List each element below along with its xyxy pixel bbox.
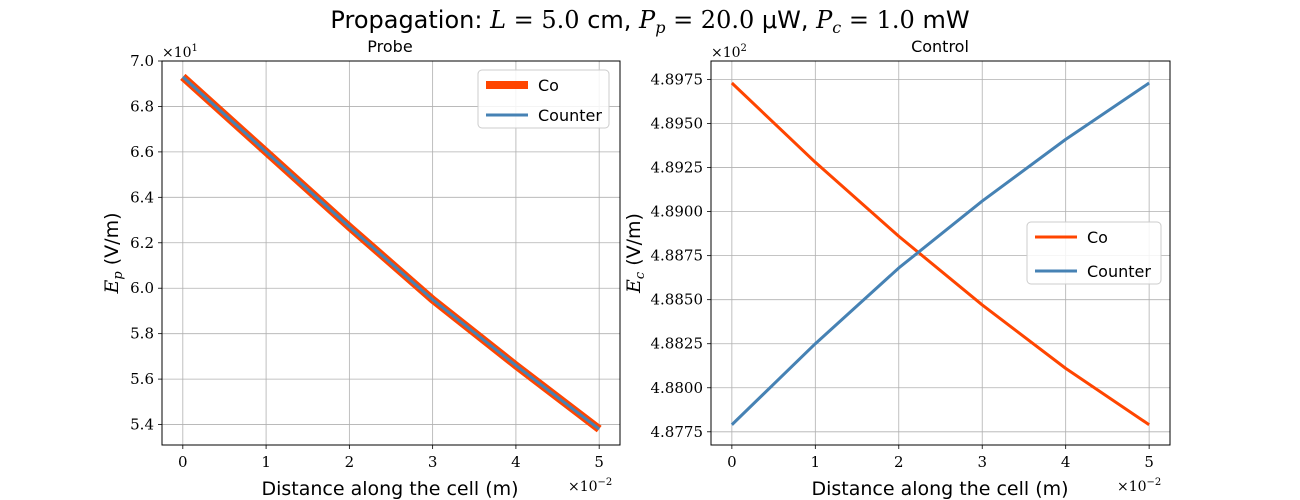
control-x-tick-label: 2 — [894, 453, 904, 471]
probe-x-tick-label: 0 — [178, 453, 188, 471]
probe-x-multiplier-base: ×10 — [568, 479, 598, 495]
control-y-axis-label: Ec (V/m) — [623, 213, 648, 294]
suptitle-Pc-unit: mW — [915, 6, 970, 34]
control-y-tick-label: 4.8875 — [651, 247, 704, 265]
control-x-tick-label: 5 — [1144, 453, 1154, 471]
control-y-tick-label: 4.8775 — [651, 423, 704, 441]
probe-y-tick-label: 6.6 — [130, 143, 154, 161]
control-title: Control — [911, 37, 969, 56]
control-y-tick-label: 4.8850 — [651, 291, 704, 309]
control-panel: Control ×102 ×10−2 Distance along the ce… — [623, 37, 1171, 500]
control-y-multiplier-base: ×10 — [711, 45, 741, 61]
control-y-multiplier-exp: 2 — [741, 43, 747, 54]
probe-y-tick-label: 5.4 — [130, 416, 154, 434]
control-series-counter-line — [730, 81, 1150, 426]
control-ylabel-symbol: E — [623, 279, 645, 294]
control-y-tick-label: 4.8925 — [651, 159, 704, 177]
control-y-tick-label: 4.8900 — [651, 203, 704, 221]
control-legend-co-label: Co — [1087, 228, 1108, 247]
control-series-co-line — [730, 81, 1150, 426]
probe-legend: Co Counter — [477, 69, 610, 129]
suptitle-Pp-unit: μW, — [754, 6, 816, 34]
probe-y-tick-label: 6.8 — [130, 97, 154, 115]
control-legend-counter-label: Counter — [1087, 262, 1151, 281]
probe-x-tick-label: 5 — [594, 453, 604, 471]
suptitle-Pp-sub: p — [655, 18, 665, 37]
suptitle-L-unit: cm, — [580, 6, 639, 34]
control-x-axis-label: Distance along the cell (m) — [811, 478, 1068, 500]
suptitle-Pp-value: = 20.0 — [665, 6, 754, 34]
control-x-multiplier-exp: −2 — [1147, 477, 1162, 488]
probe-x-tick-label: 3 — [428, 453, 438, 471]
probe-x-tick-label: 2 — [345, 453, 355, 471]
control-x-tick-label: 3 — [977, 453, 987, 471]
control-y-tick-label: 4.8950 — [651, 115, 704, 133]
control-x-tick-label: 0 — [727, 453, 737, 471]
control-y-tick-label: 4.8800 — [651, 379, 704, 397]
control-ylabel-sub: c — [633, 271, 648, 279]
suptitle-Pp-symbol: P — [638, 6, 656, 34]
probe-y-multiplier-base: ×10 — [162, 45, 192, 61]
probe-x-axis-label: Distance along the cell (m) — [261, 478, 518, 500]
probe-x-multiplier: ×10−2 — [568, 477, 612, 495]
probe-y-tick-label: 5.6 — [130, 370, 154, 388]
probe-legend-counter-label: Counter — [538, 106, 602, 125]
probe-series-counter-line — [181, 75, 601, 431]
control-x-multiplier: ×10−2 — [1117, 477, 1161, 495]
probe-axes-frame — [161, 60, 621, 446]
control-x-tick-label: 1 — [811, 453, 821, 471]
suptitle-Pc-value: = 1.0 — [841, 6, 915, 34]
probe-title: Probe — [367, 37, 412, 56]
probe-y-tick-label: 7.0 — [130, 52, 154, 70]
probe-y-tick-label: 6.2 — [130, 234, 154, 252]
control-legend: Co Counter — [1026, 221, 1162, 285]
probe-series-co-line — [180, 73, 602, 433]
probe-x-tick-label: 1 — [261, 453, 271, 471]
probe-y-multiplier: ×101 — [162, 43, 198, 61]
probe-x-multiplier-exp: −2 — [598, 477, 613, 488]
suptitle-prefix: Propagation: — [330, 6, 490, 34]
control-y-tick-label: 4.8825 — [651, 335, 704, 353]
probe-panel: Probe ×101 ×10−2 Distance along the cell… — [101, 37, 621, 500]
probe-ylabel-sub: p — [111, 271, 126, 280]
control-ylabel-unit: (V/m) — [623, 213, 645, 272]
suptitle-L-symbol: L — [489, 6, 506, 34]
figure-suptitle: Propagation: L = 5.0 cm, Pp = 20.0 μW, P… — [330, 6, 969, 37]
probe-y-tick-label: 6.4 — [130, 188, 154, 206]
suptitle-Pc-sub: c — [832, 18, 841, 37]
control-x-tick-label: 4 — [1061, 453, 1071, 471]
control-x-multiplier-base: ×10 — [1117, 479, 1147, 495]
probe-y-multiplier-exp: 1 — [192, 43, 198, 54]
probe-y-axis-label: Ep (V/m) — [101, 213, 126, 295]
probe-y-tick-label: 6.0 — [130, 279, 154, 297]
probe-ylabel-symbol: E — [101, 279, 123, 294]
control-axes-frame — [710, 60, 1171, 446]
control-y-tick-label: 4.8975 — [651, 70, 704, 88]
probe-x-tick-label: 4 — [511, 453, 521, 471]
probe-legend-co-label: Co — [538, 76, 559, 95]
suptitle-L-value: = 5.0 — [506, 6, 580, 34]
probe-y-tick-label: 5.8 — [130, 325, 154, 343]
control-y-multiplier: ×102 — [711, 43, 747, 61]
suptitle-Pc-symbol: P — [815, 6, 833, 34]
probe-ylabel-unit: (V/m) — [101, 213, 123, 272]
